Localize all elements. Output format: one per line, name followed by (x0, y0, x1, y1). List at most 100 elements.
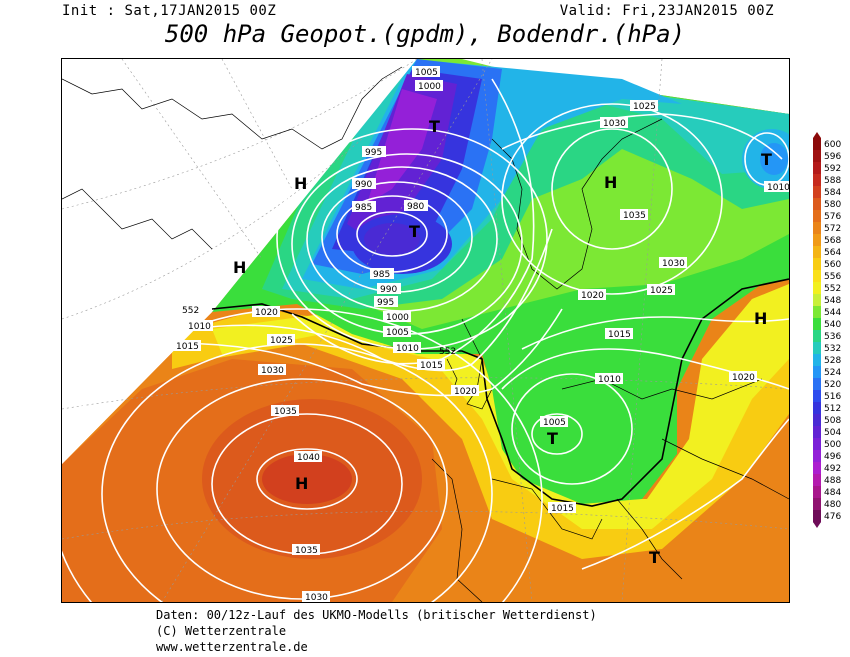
scale-swatch (813, 450, 821, 463)
isobar-labels: 1005 1000 995 990 985 980 985 990 995 10… (173, 66, 789, 602)
scale-label: 548 (824, 296, 841, 306)
isobar-label: 1005 (540, 416, 568, 428)
scale-swatch (813, 162, 821, 175)
high-center: H (754, 309, 767, 328)
contour-label-552: 552 (182, 306, 199, 316)
isobar-label: 990 (352, 178, 376, 190)
greenland-coast (62, 66, 403, 150)
low-center: T (409, 222, 420, 241)
svg-text:1015: 1015 (420, 361, 443, 371)
isobar-label: 1010 (764, 181, 789, 193)
svg-text:985: 985 (373, 270, 390, 280)
isobar-label: 1005 (383, 326, 411, 338)
scale-swatch (813, 426, 821, 439)
scale-swatch (813, 378, 821, 391)
yellow-band (172, 284, 789, 559)
scale-label: 552 (824, 284, 841, 294)
scale-swatch (813, 498, 821, 511)
svg-text:552: 552 (182, 306, 199, 316)
svg-text:1015: 1015 (608, 330, 631, 340)
svg-text:1030: 1030 (305, 593, 328, 602)
svg-text:1025: 1025 (633, 102, 656, 112)
scale-label: 556 (824, 272, 841, 282)
isobar-label: 980 (404, 200, 428, 212)
source-credit: Daten: 00/12z-Lauf des UKMO-Modells (bri… (156, 607, 597, 655)
isobar-label: 1020 (729, 371, 757, 383)
isobar-label: 1035 (292, 544, 320, 556)
scale-label: 484 (824, 488, 841, 498)
scale-swatch (813, 366, 821, 379)
isobar-label: 1025 (630, 100, 658, 112)
scale-label: 536 (824, 332, 841, 342)
isobar-label: 1010 (185, 320, 213, 332)
scandinavia-coast (491, 118, 663, 290)
scale-label: 600 (824, 140, 841, 150)
isobar-label: 1040 (294, 451, 322, 463)
isobar-label: 1025 (267, 334, 295, 346)
svg-text:1035: 1035 (274, 407, 297, 417)
isobar-label: 1015 (548, 502, 576, 514)
isobar-label: 1025 (647, 284, 675, 296)
isobar-label: 1030 (659, 257, 687, 269)
scale-swatch (813, 318, 821, 331)
scale-label: 544 (824, 308, 841, 318)
isobar-label: 1015 (605, 328, 633, 340)
isobar-label: 1030 (258, 364, 286, 376)
svg-text:1025: 1025 (270, 336, 293, 346)
isobar-label: 1030 (302, 591, 330, 602)
svg-text:1030: 1030 (603, 119, 626, 129)
color-scale: 600 596 592 588 584 580 576 572 568 564 560 556 552 5… (811, 132, 848, 528)
svg-text:990: 990 (355, 180, 372, 190)
scale-swatch (813, 438, 821, 451)
isobar-label: 1035 (271, 405, 299, 417)
isobar-label: 1030 (600, 117, 628, 129)
scale-swatch (813, 486, 821, 499)
scale-label: 560 (824, 260, 841, 270)
isobar-ring (256, 448, 358, 510)
scale-label: 564 (824, 248, 841, 258)
scale-label: 496 (824, 452, 841, 462)
high-center: H (294, 174, 307, 193)
svg-text:1020: 1020 (255, 308, 278, 318)
scale-swatch (813, 414, 821, 427)
scale-swatch (813, 282, 821, 295)
isobar-label: 1005 (412, 66, 440, 78)
isobar-label: 1000 (415, 80, 443, 92)
low-center: T (761, 150, 772, 169)
isobar-label: 1010 (393, 342, 421, 354)
svg-text:1015: 1015 (551, 504, 574, 514)
svg-text:1030: 1030 (662, 259, 685, 269)
svg-text:1020: 1020 (454, 387, 477, 397)
scale-label: 596 (824, 152, 841, 162)
svg-text:995: 995 (365, 148, 382, 158)
low-center: T (429, 117, 440, 136)
isobar-label: 990 (377, 283, 401, 295)
svg-text:980: 980 (407, 202, 424, 212)
high-center: H (233, 258, 246, 277)
svg-text:1010: 1010 (767, 183, 789, 193)
svg-text:1000: 1000 (418, 82, 441, 92)
svg-text:1040: 1040 (297, 453, 320, 463)
svg-text:1025: 1025 (650, 286, 673, 296)
scale-label: 588 (824, 176, 841, 186)
scale-label: 540 (824, 320, 841, 330)
svg-text:995: 995 (377, 298, 394, 308)
isobar-label: 1010 (595, 373, 623, 385)
isobar-label: 995 (374, 296, 398, 308)
isobar-label: 1035 (620, 209, 648, 221)
scale-label: 512 (824, 404, 841, 414)
scale-swatch (813, 270, 821, 283)
isobar-label: 1020 (451, 385, 479, 397)
footer-line-url: www.wetterzentrale.de (156, 640, 308, 654)
scale-label: 568 (824, 236, 841, 246)
scale-swatch (813, 150, 821, 163)
svg-text:1030: 1030 (261, 366, 284, 376)
italy-coast (616, 498, 683, 580)
scale-swatch (813, 462, 821, 475)
scale-label: 572 (824, 224, 841, 234)
scale-swatch (813, 246, 821, 259)
isobar-label: 985 (370, 268, 394, 280)
scale-label: 532 (824, 344, 841, 354)
svg-text:1010: 1010 (598, 375, 621, 385)
scale-label: 580 (824, 200, 841, 210)
